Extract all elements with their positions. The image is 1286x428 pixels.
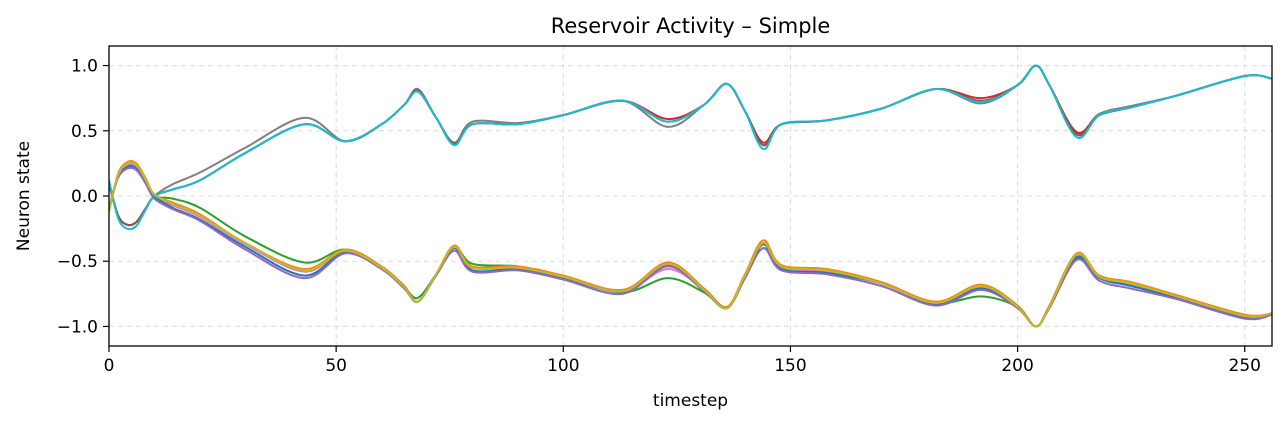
series-line-4 [109,64,1272,231]
y-tick-label: 0.0 [71,187,98,207]
series-layer [109,64,1272,328]
chart-title: Reservoir Activity – Simple [551,14,831,38]
x-tick-label: 150 [774,356,806,376]
series-line-10 [109,161,1272,328]
x-tick-label: 0 [104,356,115,376]
y-axis-label: Neuron state [14,141,34,251]
tick-layer: 0 50 100 150 200 250 −1.0 −0.5 0.0 0.5 1.0 [57,57,1261,376]
y-tick-label: −0.5 [57,252,98,272]
grid-layer [109,46,1272,346]
x-tick-label: 50 [325,356,347,376]
x-axis-label: timestep [653,391,728,411]
y-tick-label: 0.5 [71,122,98,142]
x-tick-label: 250 [1229,356,1261,376]
y-tick-label: −1.0 [57,317,98,337]
y-tick-label: 1.0 [71,57,98,77]
x-tick-label: 200 [1001,356,1033,376]
x-tick-label: 100 [547,356,579,376]
